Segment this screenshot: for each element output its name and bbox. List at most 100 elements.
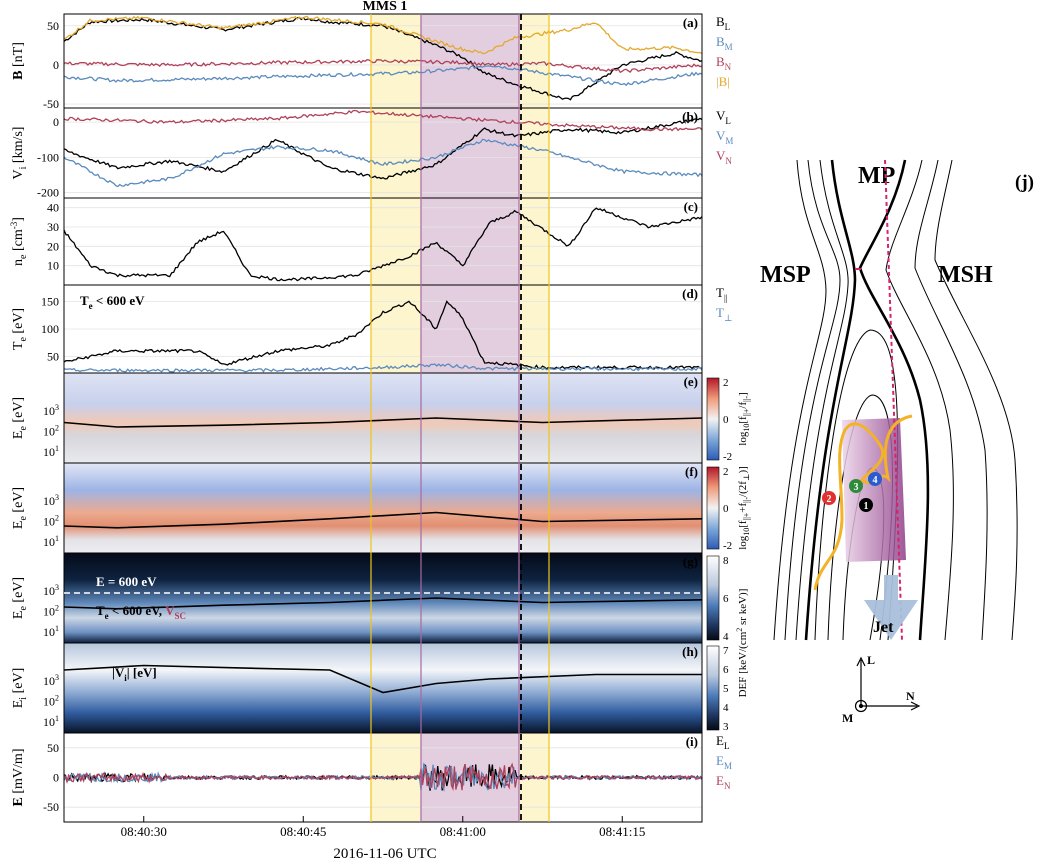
- y-tick-label: 101: [43, 444, 59, 459]
- y-tick-label: 103: [43, 673, 59, 688]
- overlay-curve: [63, 597, 703, 610]
- colorbar-tick-label: 0: [723, 414, 729, 426]
- colorbar-h: [706, 645, 720, 731]
- legend-v-m: VM: [716, 128, 733, 146]
- overlay-curve: [63, 511, 703, 529]
- marker-3-text: 3: [854, 482, 859, 493]
- y-axis-label: ne [cm-3]: [9, 217, 29, 266]
- label-jet: Jet: [873, 619, 894, 636]
- colorbar-tick-label: 6: [723, 664, 729, 676]
- y-tick-label: 102: [43, 424, 59, 439]
- series-e-n: [63, 762, 703, 792]
- panel-letter: (f): [685, 464, 698, 479]
- series-b-l: [63, 16, 703, 101]
- y-tick-label: -50: [43, 800, 59, 814]
- legend--b-: |B|: [716, 74, 730, 89]
- field-line-right-3: [914, 159, 988, 641]
- panel-label-j: (j): [1015, 172, 1034, 193]
- heatmap-bg: [64, 373, 702, 463]
- panel-letter: (c): [684, 199, 698, 214]
- heatmap-bg: [64, 463, 702, 553]
- colorbar-tick-label: -2: [723, 451, 732, 463]
- legend-v-n: VN: [716, 148, 732, 166]
- heatmap-bg: [64, 553, 702, 643]
- colorbar-label-gh: DEF [keV/(cm2 sr keV)]: [735, 589, 749, 698]
- x-tick-label: 08:41:15: [599, 824, 645, 839]
- legend-e-m: EM: [716, 753, 732, 771]
- x-ticks: 08:40:30 08:40:45 08:41:00 08:41:15: [121, 816, 645, 839]
- series-v-n: [63, 109, 703, 132]
- x-tick-label: 08:41:00: [440, 824, 486, 839]
- legend-t-par: T||: [716, 285, 728, 303]
- colorbar-label-e: log10[f||+/f||-]: [737, 392, 751, 445]
- marker-2-text: 2: [827, 494, 832, 505]
- y-tick-label: 40: [47, 201, 59, 215]
- overlay-curve: [63, 664, 702, 694]
- annotation-te-vsc: Te < 600 eV, VSC: [96, 603, 186, 621]
- x-axis-label: 2016-11-06 UTC: [333, 846, 436, 862]
- y-axis-label: E [mV/m]: [11, 749, 26, 807]
- y-tick-label: 20: [47, 239, 59, 253]
- spacecraft-trajectory: [813, 414, 913, 591]
- series-v-m: [63, 138, 703, 188]
- series-b-m: [63, 64, 703, 87]
- marker-3: 3: [849, 479, 863, 493]
- marker-2: 2: [822, 491, 836, 505]
- panel-d: 150 100 50 T|| T⊥ (d) Te [eV] Te < 600 eV: [11, 284, 732, 374]
- panel-annotation: |Vi| [eV]: [112, 665, 157, 683]
- panel-letter: (d): [682, 286, 698, 301]
- y-tick-label: 102: [43, 694, 59, 709]
- colorbar-tick-label: 2: [723, 466, 729, 478]
- y-tick-label: 50: [47, 19, 59, 33]
- legend-v-l: VL: [716, 108, 731, 126]
- l-axis-arrow: [856, 656, 866, 667]
- x-tick-label: 08:40:45: [280, 824, 326, 839]
- panel-h: 103 102 101 (h) Ei [eV] |Vi| [eV]: [11, 642, 703, 734]
- panel-letter: (a): [683, 15, 698, 30]
- n-axis-arrow: [910, 701, 921, 711]
- series-t-perp: [63, 363, 703, 373]
- field-line-right-2: [885, 159, 954, 641]
- colorbar-g: [706, 555, 720, 641]
- y-tick-label: 50: [47, 350, 59, 364]
- field-line-right-4: [934, 159, 1018, 641]
- y-axis-label: Te [eV]: [11, 308, 29, 350]
- y-tick-label: 102: [43, 604, 59, 619]
- colorbar-tick-label: 8: [723, 555, 729, 567]
- y-tick-label: 0: [53, 58, 59, 72]
- y-tick-label: 103: [43, 583, 59, 598]
- series-b-n: [63, 59, 703, 74]
- y-tick-label: 50: [47, 741, 59, 755]
- y-tick-label: 30: [47, 220, 59, 234]
- y-tick-label: -50: [43, 97, 59, 111]
- colorbar-label-f: log10[f||++f||-/(2f⊥)]: [737, 466, 751, 550]
- field-line-left-2: [795, 159, 849, 641]
- legend-e-n: EN: [716, 773, 731, 791]
- m-axis: [854, 699, 868, 713]
- legend-b-l: BL: [716, 14, 730, 32]
- panel-i: 50 0 -50 EL EM EN (i) E [mV/m]: [11, 732, 732, 823]
- panel-c: 40 30 20 10 (c) ne [cm-3]: [9, 197, 703, 286]
- jet-arrow: [864, 575, 918, 640]
- colorbar-tick-label: -2: [723, 540, 732, 552]
- y-tick-label: 101: [43, 624, 59, 639]
- y-tick-label: 103: [43, 403, 59, 418]
- current-sheet-region: [842, 418, 906, 562]
- field-line-left-1: [784, 159, 841, 641]
- figure-title: MMS 1: [363, 0, 408, 14]
- y-axis-label: Vi [km/s]: [11, 127, 29, 180]
- panel-f: 103 102 101 (f) Ee [eV]: [11, 462, 703, 554]
- colorbar-e: [706, 377, 720, 461]
- colorbars: [706, 377, 720, 731]
- marker-1-text: 1: [864, 501, 869, 512]
- colorbar-tick-label: 4: [723, 631, 729, 643]
- field-line-left-4: [773, 159, 827, 641]
- y-axis-label: Ee [eV]: [11, 397, 29, 439]
- colorbar-tick-label: 7: [723, 645, 729, 657]
- schematic-panel: (j) MP MSP MSH Jet: [760, 159, 1034, 725]
- field-line-left-3: [804, 159, 857, 641]
- colorbar-tick-label: 6: [723, 593, 729, 605]
- panel-letter: (h): [682, 644, 698, 659]
- panel-g: 103 102 101 (g) Ee [eV] E = 600 eV Te < 600 eV…: [11, 552, 703, 644]
